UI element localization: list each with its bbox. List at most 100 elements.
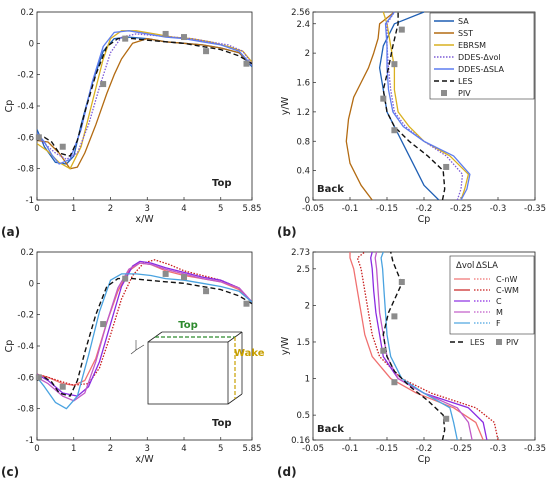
legend-header-vol: Δvol (456, 261, 474, 271)
y-tick-label: 0.2 (20, 248, 34, 258)
x-tick-label: -0.15 (376, 204, 398, 214)
piv-marker (203, 288, 210, 295)
series-line-m (37, 262, 252, 402)
series-line-ebrsm (37, 30, 252, 170)
series-line-sa (37, 36, 252, 165)
x-tick-label: 2 (108, 444, 113, 454)
series-group (37, 30, 252, 170)
x-tick-label: 3 (145, 204, 150, 214)
panel-label: (d) (277, 465, 297, 479)
piv-marker (35, 134, 42, 141)
piv-marker (203, 48, 210, 55)
x-tick-label: -0.35 (524, 444, 546, 454)
box-front (147, 341, 229, 405)
inset-top-label: Top (178, 320, 198, 331)
x-tick-label: -0.1 (342, 444, 359, 454)
panel-label: (a) (1, 225, 20, 239)
legend-box (449, 255, 535, 335)
panel-label: (c) (1, 465, 19, 479)
series-line-les (37, 277, 252, 397)
x-tick-label: -0.3 (490, 204, 507, 214)
chart-panel-2: -0.05 -0.1 -0.15 -0.2 -0.25 -0.3 -0.35 0 0.4 0.8 1… (277, 8, 546, 239)
series-line-c-wm (37, 259, 252, 386)
x-tick-label: 4 (181, 444, 186, 454)
legend-marker-piv (496, 339, 502, 345)
y-tick-label: -0.2 (17, 311, 34, 321)
piv-marker (398, 26, 405, 33)
x-tick-label: 0 (34, 444, 39, 454)
x-tick-label: 1 (71, 204, 76, 214)
chart-panel-3: 0 1 2 3 4 5 5.85 -1 -0.8 -0.6 -0.4 -0.2 0 0.2 x/W Cp (c)… (1, 248, 265, 479)
chart-panel-4: -0.05 -0.1 -0.15 -0.2 -0.25 -0.3 -0.35 0.16 0.5 1… (277, 248, 546, 479)
series-line-les (382, 251, 446, 440)
x-tick-label: 2 (108, 204, 113, 214)
legend-label: DDES-ΔSLA (458, 65, 505, 74)
x-tick-label: -0.25 (450, 444, 472, 454)
x-axis-label: x/W (135, 454, 154, 465)
y-tick-label: -1 (26, 196, 34, 206)
piv-marker (181, 274, 188, 281)
x-tick-label: -0.2 (416, 204, 433, 214)
piv-marker (243, 60, 250, 67)
y-tick-label: 2.5 (296, 265, 310, 275)
region-annotation: Back (317, 424, 344, 435)
series-line-sst (37, 37, 252, 170)
y-tick-label: -0.6 (17, 373, 34, 383)
y-tick-label: 0 (305, 196, 310, 206)
y-tick-label: 1.5 (296, 338, 310, 348)
series-group (37, 259, 252, 410)
piv-marker (59, 383, 66, 390)
y-tick-label: -0.8 (17, 405, 34, 415)
x-axis-label: Cp (418, 454, 431, 465)
legend-header-sla: ΔSLA (476, 261, 498, 271)
series-group (345, 11, 471, 200)
y-tick-label: -0.4 (17, 102, 34, 112)
series-line-sa (378, 11, 440, 200)
series-line-m (374, 251, 473, 440)
x-tick-label: -0.15 (376, 444, 398, 454)
region-annotation: Top (212, 418, 232, 429)
legend-label: SA (458, 17, 469, 26)
y-tick-label: -0.4 (17, 342, 34, 352)
piv-marker (443, 415, 450, 422)
legend-label: EBRSM (458, 41, 486, 50)
y-tick-label: 1.6 (296, 79, 310, 89)
x-tick-label: 4 (181, 204, 186, 214)
legend-label: DDES-Δvol (458, 53, 501, 62)
y-axis-label: Cp (4, 340, 15, 353)
piv-marker (100, 81, 107, 88)
legend-label-les: LES (470, 338, 485, 347)
y-axis-label: Cp (4, 100, 15, 113)
legend-marker (441, 90, 447, 96)
geometry-inset: Top Wake (130, 320, 265, 405)
piv-marker (59, 143, 66, 150)
y-tick-label: 0.5 (296, 411, 310, 421)
legend-label: C (496, 297, 502, 306)
piv-marker (391, 313, 398, 320)
y-tick-label: -0.2 (17, 71, 34, 81)
series-line-c (370, 251, 488, 440)
series-line-c (37, 260, 252, 397)
piv-marker (122, 275, 129, 282)
panel-label: (b) (277, 225, 297, 239)
y-tick-label: 0.16 (291, 436, 310, 446)
x-axis-label: Cp (418, 214, 431, 225)
y-tick-label: -1 (26, 436, 34, 446)
y-tick-label: 0.8 (296, 137, 310, 147)
legend-label: F (496, 319, 501, 328)
y-tick-label: 2 (305, 49, 310, 59)
x-tick-label: 5.85 (243, 444, 262, 454)
legend-label: C-nW (496, 275, 518, 284)
x-tick-label: -0.25 (450, 204, 472, 214)
x-tick-label: 0 (34, 204, 39, 214)
y-tick-label: 0 (29, 39, 34, 49)
x-tick-label: -0.1 (342, 204, 359, 214)
x-tick-label: -0.3 (490, 444, 507, 454)
y-tick-label: -0.6 (17, 133, 34, 143)
series-line-ddes-sla (384, 11, 471, 200)
series-line-f (37, 273, 252, 410)
chart-panel-1: 0 1 2 3 4 5 5.85 -1 -0.8 -0.6 -0.4 -0.2 0 0.2 x/W Cp (a)… (1, 8, 261, 239)
x-tick-label: -0.05 (302, 444, 324, 454)
piv-marker (162, 30, 169, 37)
